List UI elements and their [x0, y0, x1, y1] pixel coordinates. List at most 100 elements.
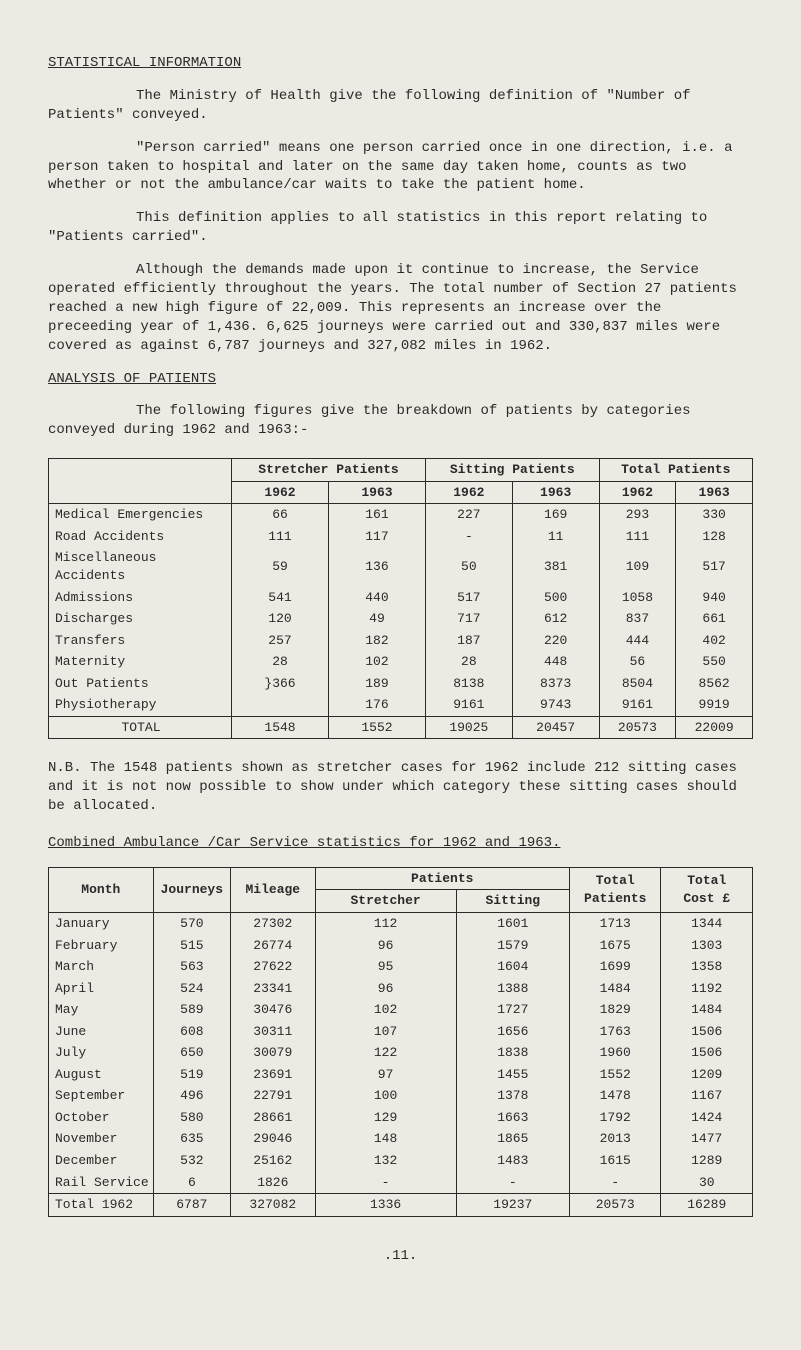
t1-cell: 612 [512, 608, 599, 630]
t1-total-3: 19025 [425, 716, 512, 739]
t2-cell: 1615 [569, 1150, 661, 1172]
t2-cell: 1713 [569, 913, 661, 935]
monthly-stats-table-wrap: Month Journeys Mileage Patients Total Pa… [48, 867, 753, 1217]
t1-cell: }366 [232, 673, 329, 695]
t2-cell: 1763 [569, 1021, 661, 1043]
table1-total-row: TOTAL 1548 1552 19025 20457 20573 22009 [49, 716, 753, 739]
t1-cell: 176 [328, 694, 425, 716]
t1-cell: 444 [599, 630, 676, 652]
t1-cell: 541 [232, 587, 329, 609]
t1-cell: 102 [328, 651, 425, 673]
t2-cell: 96 [315, 978, 456, 1000]
t2-cell: 30 [661, 1172, 753, 1194]
t2-row-label: July [49, 1042, 154, 1064]
t2-cell: 1865 [456, 1128, 569, 1150]
t2-cell: - [569, 1172, 661, 1194]
t1-cell: 9161 [425, 694, 512, 716]
t1-row-label: Miscellaneous Accidents [49, 547, 232, 586]
t2-cell: 1477 [661, 1128, 753, 1150]
t1-cell: 28 [425, 651, 512, 673]
table1-row: Medical Emergencies66161227169293330 [49, 504, 753, 526]
t1-row-label: Transfers [49, 630, 232, 652]
table2-row: May58930476102172718291484 [49, 999, 753, 1021]
t2-row-label: November [49, 1128, 154, 1150]
t1-cell: 517 [676, 547, 753, 586]
t2-cell: 96 [315, 935, 456, 957]
table2-row: January57027302112160117131344 [49, 913, 753, 935]
t2-row-label: March [49, 956, 154, 978]
t1-cell: 8504 [599, 673, 676, 695]
t2-row-label: June [49, 1021, 154, 1043]
t2-row-label: Rail Service [49, 1172, 154, 1194]
t2-row-label: October [49, 1107, 154, 1129]
t2-cell: 1424 [661, 1107, 753, 1129]
t1-row-label: Out Patients [49, 673, 232, 695]
t2-cell: 532 [153, 1150, 230, 1172]
t2-cell: 1675 [569, 935, 661, 957]
t2-row-label: August [49, 1064, 154, 1086]
analysis-heading: ANALYSIS OF PATIENTS [48, 371, 216, 387]
table2-row: March5632762295160416991358 [49, 956, 753, 978]
t2-cell: 1192 [661, 978, 753, 1000]
t2-cell: 1792 [569, 1107, 661, 1129]
t2-cell: 496 [153, 1085, 230, 1107]
t2-cell: 6 [153, 1172, 230, 1194]
table1-row: Discharges12049717612837661 [49, 608, 753, 630]
t2-cell: 1358 [661, 956, 753, 978]
t2-cell: 27622 [231, 956, 315, 978]
t2-h-mileage: Mileage [231, 867, 315, 912]
t2-cell: 1838 [456, 1042, 569, 1064]
t2-total-3: 1336 [315, 1194, 456, 1217]
table1-row: Maternity281022844856550 [49, 651, 753, 673]
t1-total-label: TOTAL [49, 716, 232, 739]
t2-h-patients: Patients [315, 867, 569, 890]
t2-cell: 650 [153, 1042, 230, 1064]
t1-cell: 940 [676, 587, 753, 609]
t1-cell: 50 [425, 547, 512, 586]
table2-row: August5192369197145515521209 [49, 1064, 753, 1086]
t1-cell: 661 [676, 608, 753, 630]
t1-row-label: Admissions [49, 587, 232, 609]
paragraph-2: "Person carried" means one person carrie… [48, 139, 753, 196]
t2-cell: 100 [315, 1085, 456, 1107]
t1-cell: 381 [512, 547, 599, 586]
t1-cell: 187 [425, 630, 512, 652]
t1-cell: 1058 [599, 587, 676, 609]
t2-cell: 515 [153, 935, 230, 957]
patients-breakdown-table: Stretcher Patients Sitting Patients Tota… [48, 458, 753, 739]
t2-cell: - [315, 1172, 456, 1194]
t1-row-label: Maternity [49, 651, 232, 673]
t2-cell: 30311 [231, 1021, 315, 1043]
t2-cell: 635 [153, 1128, 230, 1150]
table1-row: Transfers257182187220444402 [49, 630, 753, 652]
t1-cell: 161 [328, 504, 425, 526]
t1-cell: 550 [676, 651, 753, 673]
table1-group-header-row: Stretcher Patients Sitting Patients Tota… [49, 459, 753, 482]
t2-total-row: Total 1962 6787 327082 1336 19237 20573 … [49, 1194, 753, 1217]
t2-cell: 107 [315, 1021, 456, 1043]
t1-grp-total: Total Patients [599, 459, 752, 482]
t1-cell: 220 [512, 630, 599, 652]
t2-cell: 1663 [456, 1107, 569, 1129]
t2-cell: 1601 [456, 913, 569, 935]
t2-cell: 524 [153, 978, 230, 1000]
t2-cell: 1960 [569, 1042, 661, 1064]
t2-cell: 1699 [569, 956, 661, 978]
t2-cell: 1829 [569, 999, 661, 1021]
t2-row-label: September [49, 1085, 154, 1107]
t2-cell: 1506 [661, 1042, 753, 1064]
t2-cell: 23691 [231, 1064, 315, 1086]
nb-note: N.B. The 1548 patients shown as stretche… [48, 759, 753, 816]
t1-cell: 182 [328, 630, 425, 652]
t1-yh-5: 1962 [599, 481, 676, 504]
t1-grp-sitting: Sitting Patients [425, 459, 599, 482]
t1-grp-stretcher: Stretcher Patients [232, 459, 426, 482]
t2-row-label: December [49, 1150, 154, 1172]
t1-cell: - [425, 526, 512, 548]
t1-total-2: 1552 [328, 716, 425, 739]
t2-total-label: Total 1962 [49, 1194, 154, 1217]
t2-cell: 23341 [231, 978, 315, 1000]
t2-cell: 26774 [231, 935, 315, 957]
t2-cell: 27302 [231, 913, 315, 935]
t2-row-label: February [49, 935, 154, 957]
